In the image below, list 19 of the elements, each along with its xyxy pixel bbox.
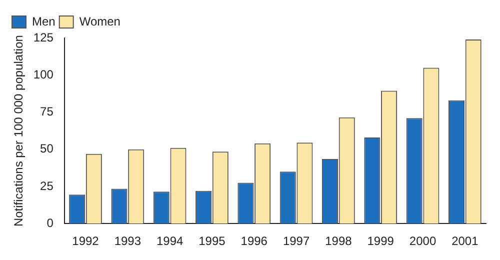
x-tick-label: 1994: [156, 234, 184, 248]
x-tick-label: 1998: [325, 234, 352, 248]
x-tick-label: 1997: [282, 234, 310, 248]
x-tick-label: 1992: [72, 234, 100, 248]
y-tick-label: 100: [33, 67, 54, 82]
legend-label: Women: [79, 14, 120, 28]
x-tick-label: 2001: [452, 234, 479, 248]
y-tick-label: 50: [40, 142, 54, 156]
x-tick-label: 1999: [367, 234, 394, 248]
y-tick-label: 75: [40, 104, 54, 119]
y-tick-label: 0: [46, 216, 54, 230]
y-tick-label: 25: [40, 178, 54, 193]
y-axis-title: Notifications per 100 000 population: [12, 35, 26, 227]
y-tick-label: 125: [33, 30, 54, 44]
legend-label: Men: [32, 14, 56, 28]
x-tick-label: 1996: [240, 234, 268, 248]
x-tick-label: 1993: [114, 234, 142, 248]
x-tick-label: 1995: [198, 234, 226, 248]
x-tick-label: 2000: [409, 234, 436, 248]
